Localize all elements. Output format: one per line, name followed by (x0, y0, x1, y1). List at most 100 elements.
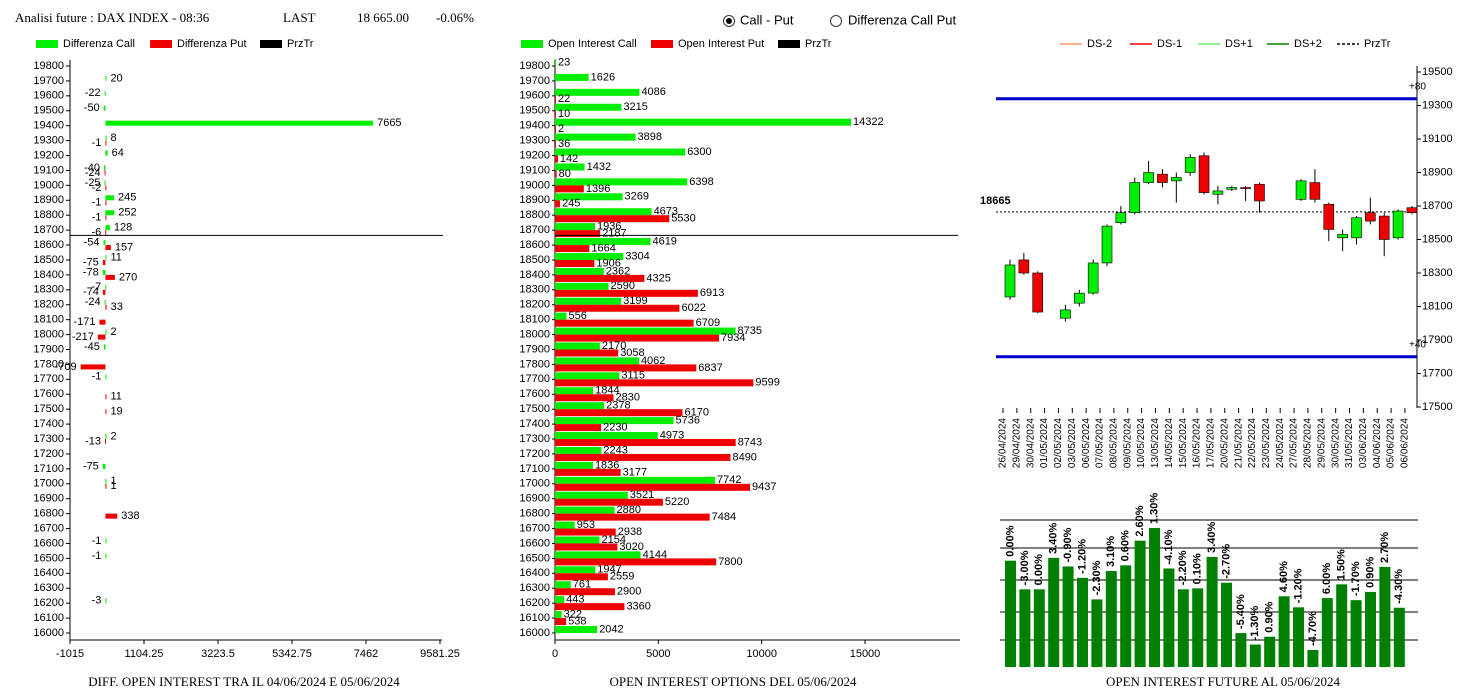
bar (555, 417, 674, 425)
y-tick-label: 18900 (33, 194, 64, 206)
value-label: 4619 (652, 235, 676, 247)
legend-label: Open Interest Call (548, 38, 637, 50)
value-label: 5736 (676, 415, 700, 427)
bar (555, 483, 751, 491)
legend-label: DS+2 (1294, 38, 1322, 50)
radio-circle[interactable] (830, 15, 842, 27)
value-label: 8743 (738, 436, 762, 448)
last-label: LAST (283, 10, 316, 25)
bar (555, 319, 694, 327)
radio-label[interactable]: Call - Put (740, 12, 794, 27)
value-label: 443 (566, 594, 584, 606)
y-tick-label: 18400 (33, 269, 64, 281)
value-label: 0.00% (1004, 525, 1016, 556)
candle-body (1129, 182, 1141, 214)
y-tick-label: 19100 (519, 164, 550, 176)
value-label: 64 (112, 147, 124, 159)
value-label: 3177 (623, 466, 647, 478)
bar (1350, 600, 1362, 667)
y-tick-label: 16800 (33, 508, 64, 520)
value-label: 2590 (611, 280, 635, 292)
y-tick-label: 19500 (519, 105, 550, 117)
candle-body (1018, 259, 1030, 274)
x-tick-label: 04/06/2024 (1372, 418, 1383, 468)
bar (555, 155, 558, 163)
bar (555, 618, 567, 626)
value-label: 2042 (599, 623, 623, 635)
bar (555, 461, 593, 469)
y-tick-label: 17100 (33, 463, 64, 475)
bar (1048, 557, 1060, 667)
value-label: 338 (121, 510, 139, 522)
x-tick-label: 13/05/2024 (1150, 418, 1161, 468)
candle-body (1184, 157, 1196, 173)
bar (555, 59, 556, 66)
value-label: 245 (118, 192, 136, 204)
candle-body (1309, 182, 1321, 200)
bar (105, 230, 107, 236)
legend-swatch (36, 40, 58, 48)
bar (555, 491, 628, 499)
x-tick-label: 02/05/2024 (1053, 418, 1064, 468)
x-tick-label: 29/05/2024 (1316, 418, 1327, 468)
legend-label: Open Interest Put (678, 38, 764, 50)
value-label: -2 (92, 182, 102, 194)
radio[interactable]: Differenza Call Put (830, 12, 957, 27)
y-tick-label: 16900 (519, 493, 550, 505)
x-tick-label: 1104.25 (125, 648, 164, 660)
radio-label[interactable]: Differenza Call Put (848, 12, 957, 27)
x-tick-label: 08/05/2024 (1109, 418, 1120, 468)
bar (105, 304, 107, 310)
bar (555, 387, 594, 395)
y-tick-label: 17900 (33, 343, 64, 355)
bar (555, 596, 565, 604)
x-tick-label: 06/05/2024 (1081, 418, 1092, 468)
x-tick-label: 26/04/2024 (998, 418, 1009, 468)
bar (1077, 577, 1088, 667)
y-tick-label: 16200 (33, 597, 64, 609)
y-tick-label: 17500 (519, 403, 550, 415)
value-label: 36 (558, 138, 570, 150)
radio[interactable]: Call - Put (723, 12, 794, 27)
bar (1192, 588, 1204, 667)
y-tick-label: 18300 (33, 284, 64, 296)
bar (555, 379, 754, 387)
y-tick-label: 17600 (33, 388, 64, 400)
value-label: 11 (110, 251, 121, 263)
y-tick-label: 17000 (33, 478, 64, 490)
bar (80, 364, 106, 370)
candle-body (1032, 272, 1044, 313)
legend-label: DS-1 (1157, 38, 1182, 50)
bar (105, 409, 107, 415)
value-label: 4673 (654, 206, 678, 218)
x-tick-label: 14/05/2024 (1164, 418, 1175, 468)
bar (105, 245, 111, 251)
y-tick-label: 19200 (519, 149, 550, 161)
y-tick-label: 17800 (33, 358, 64, 370)
y-tick-label: 18100 (519, 314, 550, 326)
value-label: -1 (92, 212, 102, 224)
value-label: -75 (83, 256, 99, 268)
value-label: 6300 (687, 146, 711, 158)
bar (99, 319, 106, 325)
bar (105, 225, 110, 231)
y-tick-label: 19800 (33, 60, 64, 72)
value-label: -7 (91, 281, 101, 293)
x-tick-label: 28/05/2024 (1303, 418, 1314, 468)
value-label: 3.10% (1105, 536, 1117, 567)
level-label: +40 (1409, 339, 1426, 350)
value-label: 2243 (603, 444, 627, 456)
bar (555, 506, 615, 514)
bar (1206, 556, 1218, 667)
y-tick-label: 18900 (1422, 166, 1453, 178)
page-title: Analisi future : DAX INDEX - 08:36 (15, 10, 210, 25)
candle-body (1101, 225, 1113, 264)
bar (555, 439, 736, 447)
bar (555, 372, 620, 380)
radio-dot (726, 18, 732, 24)
y-tick-label: 17900 (519, 343, 550, 355)
x-tick-label: 30/04/2024 (1025, 418, 1036, 468)
y-tick-label: 16700 (33, 522, 64, 534)
value-label: 8735 (738, 325, 762, 337)
